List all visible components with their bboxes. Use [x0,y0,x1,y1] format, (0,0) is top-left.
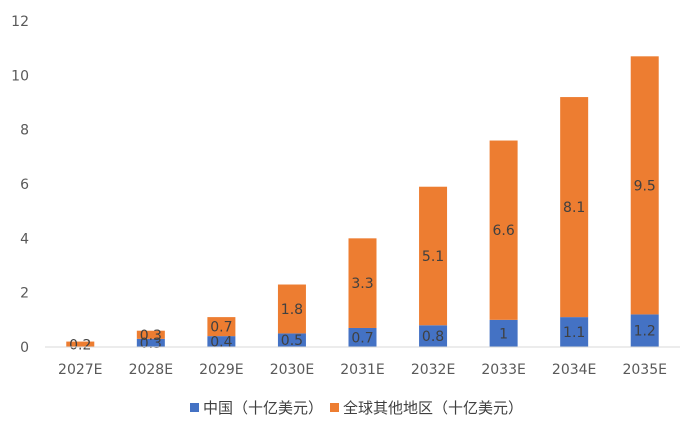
data-label: 9.5 [634,178,656,194]
data-label: 0.5 [281,333,303,349]
data-label: 0.3 [140,336,162,352]
data-label: 0.7 [351,330,373,346]
bar-segment-rest-of-world [489,140,518,320]
data-label: 3.3 [351,276,373,292]
bar-segment-china [419,325,448,347]
legend: 中国（十亿美元） 全球其他地区（十亿美元） [190,399,523,417]
bar-segment-rest-of-world [136,330,165,339]
legend-swatch [190,403,199,412]
x-axis: 2027E 2028E 2029E 2030E 2031E 2032E 2033E 2034E… [58,362,667,378]
x-tick-label: 2032E [411,362,455,378]
bar-segment-rest-of-world [277,284,306,334]
y-tick-label: 4 [20,231,29,247]
data-label: 0.8 [422,329,444,345]
y-tick-label: 0 [20,340,29,356]
bar-segment-china [136,338,165,347]
bar-segment-rest-of-world [348,238,377,328]
bar-segment-china [560,317,589,347]
data-label: 5.1 [422,249,444,265]
legend-swatch [330,403,339,412]
bar-segment-rest-of-world [66,341,95,347]
y-tick-label: 8 [20,123,29,139]
x-tick-label: 2027E [58,362,102,378]
legend-label: 中国（十亿美元） [203,399,323,417]
x-tick-label: 2030E [270,362,314,378]
y-tick-label: 10 [11,68,29,84]
data-label: 0.4 [210,335,232,351]
data-label: 8.1 [563,200,585,216]
y-axis: 0 2 4 6 8 10 12 [11,14,29,356]
bar-segment-china [348,327,377,347]
bar-segment-china [630,314,659,347]
y-tick-label: 12 [11,14,29,30]
data-label: 1.8 [281,302,303,318]
bars [66,56,659,347]
bar-segment-rest-of-world [419,186,448,326]
bar-segment-rest-of-world [207,317,236,337]
data-label: 0.7 [210,320,232,336]
x-tick-label: 2033E [481,362,525,378]
x-tick-label: 2028E [129,362,173,378]
data-labels: 0.2 0.30.3 0.40.70.51.80.73.30.85.116.61.1… [69,178,656,353]
x-tick-label: 2029E [199,362,243,378]
bar-segment-rest-of-world [560,97,589,318]
bar-segment-china [207,336,236,347]
y-tick-label: 2 [20,286,29,302]
data-label: 1.1 [563,325,585,341]
x-tick-label: 2034E [552,362,596,378]
data-label: 1 [499,326,508,342]
bar-segment-rest-of-world [630,56,659,315]
x-tick-label: 2031E [340,362,384,378]
data-label: 1.2 [634,324,656,340]
bar-segment-china [489,319,518,347]
data-label: 6.6 [492,223,514,239]
bar-segment-china [277,333,306,347]
data-label: 0.2 [69,337,91,353]
data-label: 0.3 [140,328,162,344]
x-tick-label: 2035E [622,362,666,378]
legend-label: 全球其他地区（十亿美元） [343,399,523,417]
y-tick-label: 6 [20,177,29,193]
